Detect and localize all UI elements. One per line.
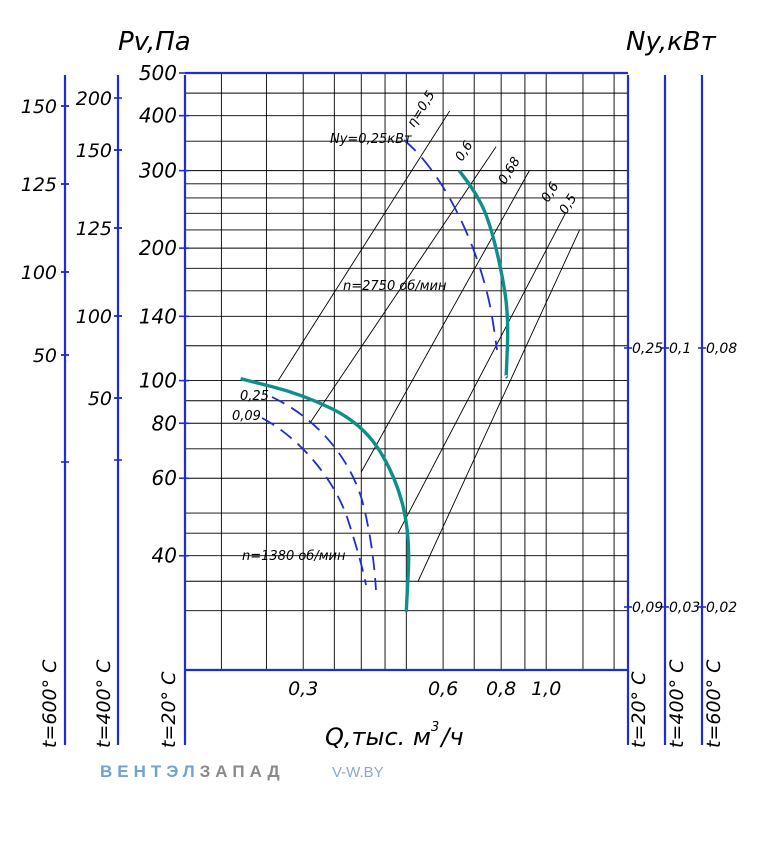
efficiency-label-1: η=0,5	[405, 88, 439, 130]
power-label-low-400: 0,03	[669, 600, 700, 616]
power-label-high-20: 0,25	[632, 341, 663, 357]
efficiency-line	[309, 146, 497, 424]
y-tick-label: 60	[152, 466, 177, 490]
grid-lines	[185, 72, 628, 670]
efficiency-lines	[277, 110, 580, 582]
y-tick-label: 140	[139, 304, 177, 328]
power-scale-right: 0,25 0,1 0,08 0,09 0,03 0,02	[624, 341, 737, 616]
power-curve-lower-a	[271, 396, 377, 591]
performance-curve-1380	[240, 377, 411, 613]
axis-600-label: 100	[21, 262, 57, 284]
axis-400-label: 100	[76, 306, 112, 328]
x-tick-label: 1,0	[531, 678, 561, 700]
y-tick-label: 80	[152, 411, 177, 435]
axis-600-label: 150	[21, 96, 57, 118]
annotation-power-lower-b: 0,09	[232, 409, 261, 424]
temp-label-20-right: t=20° C	[628, 671, 650, 748]
efficiency-line	[277, 110, 451, 381]
y-tick-label: 500	[139, 61, 177, 85]
y-tick-label: 400	[139, 104, 177, 128]
axis-600-label: 50	[33, 345, 57, 367]
temp-label-600-left: t=600° C	[39, 659, 61, 748]
axis-600-label: 125	[21, 174, 57, 196]
power-label-high-400: 0,1	[669, 341, 691, 357]
watermark-brand: ВЕНТЭЛЗАПАД	[100, 762, 285, 781]
temp-label-400-right: t=400° C	[666, 659, 688, 748]
x-axis-label: Q,тыс. м3/ч	[325, 720, 464, 751]
watermark-site: V-W.BY	[332, 764, 384, 781]
axis-400-label: 200	[76, 88, 112, 110]
temp-label-20-left: t=20° C	[158, 671, 180, 748]
left-axis-title: Pv,Па	[118, 27, 191, 57]
annotation-power-upper: Ny=0,25кВт	[330, 132, 412, 147]
axis-400-label: 150	[76, 140, 112, 162]
x-axis-ticks: 0,3 0,6 0,8 1,0	[288, 678, 561, 700]
axis-600-ticks: 50 100 125 150	[21, 96, 69, 463]
axis-400-label: 50	[88, 388, 112, 410]
efficiency-line	[417, 229, 580, 582]
annotation-speed-low: n=1380 об/мин	[242, 549, 346, 564]
y-tick-label: 40	[152, 544, 177, 568]
efficiency-label-2: 0,6	[453, 139, 477, 164]
right-axis-title: Ny,кВт	[626, 27, 717, 57]
power-label-high-600: 0,08	[706, 341, 737, 357]
efficiency-line	[360, 170, 530, 473]
power-label-low-600: 0,02	[706, 600, 737, 616]
efficiency-line	[397, 213, 566, 534]
power-curve-lower-b	[261, 417, 367, 586]
axis-400-label: 125	[76, 218, 112, 240]
power-label-low-20: 0,09	[632, 600, 663, 616]
x-tick-label: 0,6	[428, 678, 458, 700]
y-tick-label: 200	[139, 236, 177, 260]
x-tick-label: 0,3	[288, 678, 318, 700]
y-axis-ticks: 40 60 80 100 140 200 300 400 500	[139, 61, 189, 568]
power-curve-upper	[403, 139, 498, 351]
x-tick-label: 0,8	[486, 678, 516, 700]
y-tick-label: 300	[139, 159, 177, 183]
temp-label-600-right: t=600° C	[703, 659, 725, 748]
annotation-power-lower-a: 0,25	[240, 389, 269, 404]
axis-400-ticks: 50 100 125 150 200	[76, 88, 122, 461]
performance-curve-2750	[457, 169, 510, 379]
y-tick-label: 100	[139, 369, 177, 393]
temp-label-400-left: t=400° C	[93, 659, 115, 748]
annotation-speed-high: n=2750 об/мин	[343, 279, 447, 294]
